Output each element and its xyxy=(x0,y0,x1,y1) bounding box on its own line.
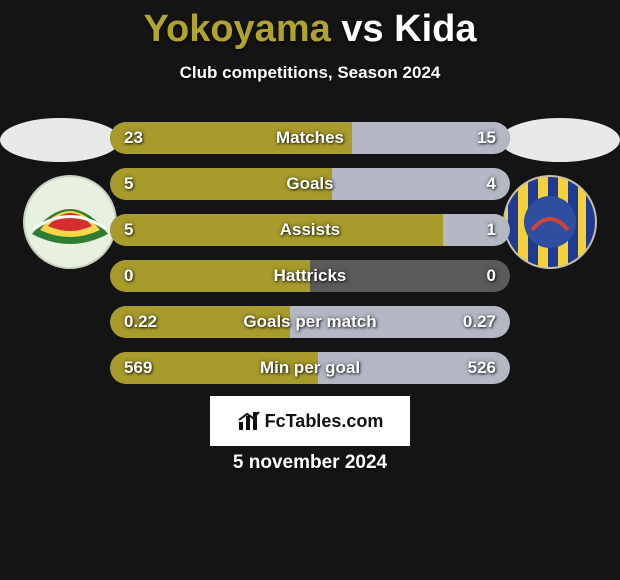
player2-photo xyxy=(500,118,620,162)
date-text: 5 november 2024 xyxy=(0,452,620,474)
stat-label: Matches xyxy=(110,122,510,154)
stats-bars: 2315Matches 54Goals 51Assists 00Hattricks 0.… xyxy=(110,122,510,398)
comparison-title: Yokoyama vs Kida xyxy=(0,0,620,51)
stat-row: 51Assists xyxy=(110,214,510,246)
stat-label: Goals per match xyxy=(110,306,510,338)
stat-row: 0.220.27Goals per match xyxy=(110,306,510,338)
player1-photo xyxy=(0,118,120,162)
stat-label: Min per goal xyxy=(110,352,510,384)
watermark: FcTables.com xyxy=(210,396,410,446)
stat-row: 569526Min per goal xyxy=(110,352,510,384)
stat-label: Goals xyxy=(110,168,510,200)
stat-label: Hattricks xyxy=(110,260,510,292)
subtitle: Club competitions, Season 2024 xyxy=(0,63,620,83)
player2-name: Kida xyxy=(394,8,476,50)
club-crest-right xyxy=(502,174,598,270)
watermark-text: FcTables.com xyxy=(265,411,384,432)
stat-row: 54Goals xyxy=(110,168,510,200)
stat-row: 00Hattricks xyxy=(110,260,510,292)
player1-name: Yokoyama xyxy=(143,8,330,50)
stat-row: 2315Matches xyxy=(110,122,510,154)
club-crest-left xyxy=(22,174,118,270)
stat-label: Assists xyxy=(110,214,510,246)
chart-icon xyxy=(237,410,261,432)
vs-text: vs xyxy=(341,8,383,50)
